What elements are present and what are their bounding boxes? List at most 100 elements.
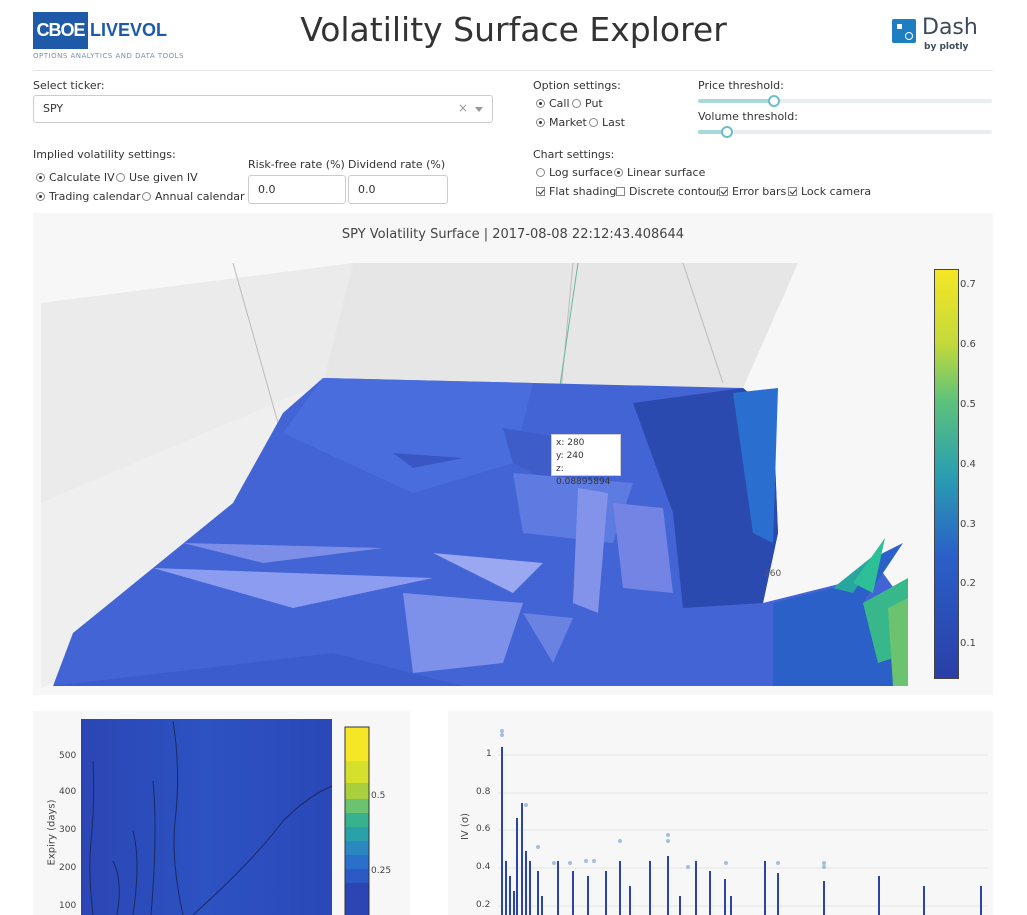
- checkbox-icon: [536, 187, 545, 196]
- radio-use-given-iv[interactable]: Use given IV: [116, 171, 198, 184]
- volume-threshold-fill: [698, 130, 728, 134]
- chevron-down-icon[interactable]: [475, 107, 483, 112]
- checkbox-discrete-contour[interactable]: Discrete contour: [616, 185, 720, 198]
- radio-log-surface[interactable]: Log surface: [536, 166, 613, 179]
- heatmap-contour: [172, 720, 184, 915]
- heatmap-contour: [192, 785, 333, 915]
- tooltip-x: x: 280: [556, 438, 585, 448]
- header-divider: [33, 70, 993, 71]
- radio-log-surface-label: Log surface: [549, 166, 613, 179]
- heatmap-plot[interactable]: [33, 711, 410, 915]
- surface-colorbar: [934, 269, 959, 679]
- checkbox-icon: [788, 187, 797, 196]
- surface-colorbar-tick: 0.3: [960, 519, 976, 530]
- heatmap-colorbar: [344, 726, 370, 915]
- surface-back-wall: [323, 263, 798, 388]
- radio-market[interactable]: Market: [536, 116, 587, 129]
- radio-icon: [572, 99, 581, 108]
- expiry-heatmap-chart[interactable]: Expiry (days) 500 400 300 200 100 0.5 0.25: [33, 711, 410, 915]
- cboe-livevol-logo: CBOE LIVEVOL OPTIONS ANALYTICS AND DATA …: [33, 12, 183, 62]
- surface-facet: [393, 453, 463, 468]
- tooltip-y: y: 240: [556, 451, 584, 461]
- heatmap-ytick: 400: [59, 787, 77, 797]
- checkbox-icon: [719, 187, 728, 196]
- volume-threshold-handle[interactable]: [721, 126, 734, 138]
- radio-put-label: Put: [585, 97, 603, 110]
- option-settings-label: Option settings:: [533, 79, 621, 92]
- surface-facet: [433, 553, 543, 593]
- surface-axis-tick: 260: [764, 569, 782, 579]
- dividend-input[interactable]: 0.0: [348, 175, 448, 204]
- iv-settings-label: Implied volatility settings:: [33, 148, 176, 161]
- radio-last[interactable]: Last: [589, 116, 625, 129]
- surface-colorbar-tick: 0.2: [960, 578, 976, 589]
- radio-trading-calendar[interactable]: Trading calendar: [36, 190, 141, 203]
- checkbox-error-bars-label: Error bars: [732, 185, 787, 198]
- radio-annual-calendar-label: Annual calendar: [155, 190, 245, 203]
- ticker-select[interactable]: SPY ×: [33, 95, 493, 123]
- price-threshold-fill: [698, 99, 775, 103]
- radio-calculate-iv[interactable]: Calculate IV: [36, 171, 115, 184]
- dividend-label: Dividend rate (%): [348, 158, 446, 171]
- header: CBOE LIVEVOL OPTIONS ANALYTICS AND DATA …: [0, 0, 1027, 70]
- price-threshold-handle[interactable]: [768, 95, 781, 107]
- radio-put[interactable]: Put: [572, 97, 603, 110]
- radio-annual-calendar[interactable]: Annual calendar: [142, 190, 245, 203]
- iv-error-bars: [501, 747, 982, 915]
- surface-facet: [853, 538, 885, 593]
- price-threshold-label: Price threshold:: [698, 79, 784, 92]
- surface-facet: [613, 503, 673, 593]
- surface-facet: [153, 568, 433, 608]
- checkbox-discrete-contour-label: Discrete contour: [629, 185, 721, 198]
- radio-calculate-iv-label: Calculate IV: [49, 171, 115, 184]
- checkbox-lock-camera[interactable]: Lock camera: [788, 185, 871, 198]
- ticker-label: Select ticker:: [33, 79, 105, 92]
- radio-icon: [536, 168, 545, 177]
- radio-icon: [589, 118, 598, 127]
- radio-market-label: Market: [549, 116, 587, 129]
- surface-colorbar-tick: 0.1: [960, 638, 976, 649]
- dash-icon: [892, 19, 916, 43]
- surface-colorbar-tick: 0.4: [960, 459, 976, 470]
- volume-threshold-slider[interactable]: [698, 126, 992, 138]
- radio-call-label: Call: [549, 97, 570, 110]
- checkbox-icon: [616, 187, 625, 196]
- heatmap-contour: [132, 830, 138, 915]
- radio-use-given-iv-label: Use given IV: [129, 171, 198, 184]
- tooltip-z: z: 0.08895894: [556, 464, 611, 487]
- iv-smile-chart[interactable]: IV (σ) 1 0.8 0.6 0.4 0.2: [448, 711, 993, 915]
- radio-icon: [36, 173, 45, 182]
- checkbox-error-bars[interactable]: Error bars: [719, 185, 786, 198]
- volatility-surface-chart[interactable]: SPY Volatility Surface | 2017-08-08 22:1…: [33, 213, 993, 695]
- checkbox-flat-shading[interactable]: Flat shading: [536, 185, 616, 198]
- radio-icon: [614, 168, 623, 177]
- heatmap-colorbar-tick: 0.25: [371, 866, 392, 876]
- dash-byline: by plotly: [924, 42, 969, 52]
- iv-points: [500, 729, 826, 869]
- checkbox-flat-shading-label: Flat shading: [549, 185, 617, 198]
- iv-plot[interactable]: [448, 711, 993, 915]
- price-threshold-slider[interactable]: [698, 95, 992, 107]
- ticker-select-value: SPY: [43, 102, 64, 115]
- radio-linear-surface-label: Linear surface: [627, 166, 706, 179]
- dash-wordmark: Dash: [922, 15, 978, 40]
- grid-line: [232, 262, 279, 424]
- iv-ytick: 0.8: [476, 787, 491, 797]
- radio-linear-surface[interactable]: Linear surface: [614, 166, 705, 179]
- radio-call[interactable]: Call: [536, 97, 570, 110]
- surface-facet: [403, 593, 523, 673]
- heatmap-contour: [150, 780, 156, 915]
- surface-chart-title: SPY Volatility Surface | 2017-08-08 22:1…: [341, 227, 685, 242]
- surface-plot[interactable]: [33, 213, 993, 695]
- surface-hover-tooltip: x: 280 y: 240 z: 0.08895894: [551, 434, 621, 487]
- clear-icon[interactable]: ×: [457, 101, 468, 115]
- surface-facet: [573, 488, 608, 613]
- iv-ytick: 0.2: [476, 900, 491, 910]
- logo-tagline: OPTIONS ANALYTICS AND DATA TOOLS: [33, 52, 184, 60]
- logo-brand-livevol: LIVEVOL: [90, 20, 168, 40]
- surface-facet: [733, 388, 778, 543]
- radio-icon: [536, 99, 545, 108]
- radio-last-label: Last: [602, 116, 625, 129]
- grid-line: [682, 262, 724, 384]
- risk-free-input[interactable]: 0.0: [248, 175, 346, 204]
